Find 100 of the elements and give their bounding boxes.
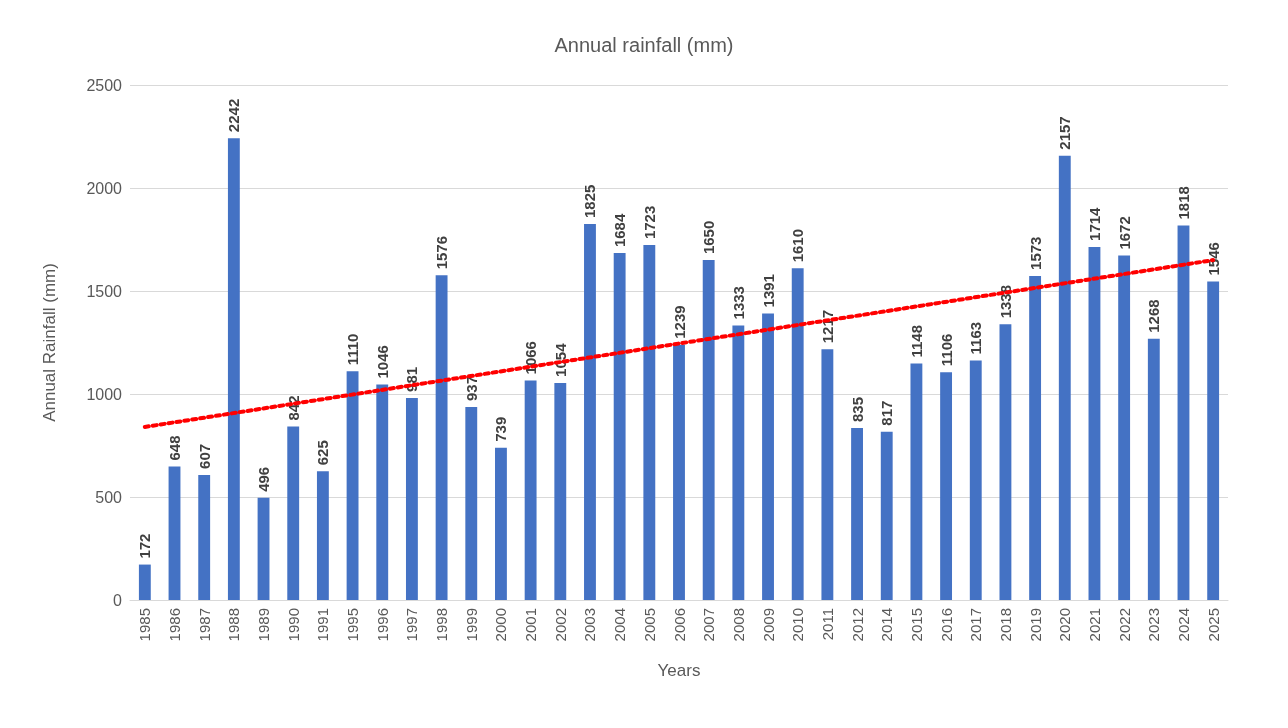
data-label: 1163 xyxy=(967,321,985,355)
bar xyxy=(613,253,626,600)
data-label: 1610 xyxy=(789,228,807,263)
y-tick-label: 1000 xyxy=(86,385,123,403)
bar xyxy=(821,349,834,600)
x-tick-label: 2011 xyxy=(818,608,836,641)
bar xyxy=(940,372,953,600)
y-tick-label: 0 xyxy=(113,591,123,609)
data-label: 607 xyxy=(195,443,213,469)
bar xyxy=(673,344,685,600)
x-tick-label: 2014 xyxy=(878,608,896,642)
x-tick-label: 1997 xyxy=(403,608,421,642)
bar xyxy=(1177,225,1190,600)
data-label: 739 xyxy=(492,416,510,442)
bar xyxy=(465,406,478,600)
x-tick-label: 2015 xyxy=(907,608,925,642)
x-tick-label: 2016 xyxy=(937,608,955,642)
data-label: 817 xyxy=(878,400,896,426)
x-tick-label: 2001 xyxy=(522,608,540,642)
x-tick-label: 2025 xyxy=(1204,608,1222,642)
data-label: 2242 xyxy=(225,98,243,133)
bar xyxy=(1088,246,1101,600)
data-label: 1066 xyxy=(522,341,540,375)
bar xyxy=(198,474,211,600)
data-label: 1576 xyxy=(433,235,451,270)
data-label: 1110 xyxy=(344,333,362,366)
data-label: 1239 xyxy=(670,305,688,339)
data-label: 172 xyxy=(136,533,154,559)
x-tick-label: 2004 xyxy=(611,608,629,642)
bar xyxy=(851,427,863,600)
bar xyxy=(702,260,715,600)
data-label: 1268 xyxy=(1145,299,1163,333)
data-label: 496 xyxy=(255,466,273,492)
data-label: 1391 xyxy=(759,274,777,308)
data-label: 835 xyxy=(848,396,866,422)
x-tick-label: 2020 xyxy=(1056,608,1074,642)
data-label: 1684 xyxy=(611,213,629,248)
data-label: 1825 xyxy=(581,184,599,219)
x-tick-label: 2005 xyxy=(640,608,658,642)
x-tick-label: 1985 xyxy=(136,608,154,642)
data-label: 1573 xyxy=(1026,236,1044,270)
x-tick-label: 2019 xyxy=(1026,608,1044,642)
bar xyxy=(732,325,745,600)
bar xyxy=(168,466,181,600)
data-label: 1723 xyxy=(640,205,658,240)
x-axis-title: Years xyxy=(657,661,701,680)
bar xyxy=(495,447,507,600)
y-tick-label: 2000 xyxy=(86,179,123,197)
bar xyxy=(910,363,923,600)
x-tick-label: 1989 xyxy=(255,608,273,642)
data-label: 1046 xyxy=(373,345,391,379)
bar xyxy=(138,564,151,600)
data-label: 937 xyxy=(462,375,480,401)
x-tick-label: 2006 xyxy=(670,608,688,642)
bar xyxy=(880,431,893,600)
x-tick-label: 2003 xyxy=(581,608,599,642)
bar xyxy=(1207,281,1220,600)
x-tick-label: 1987 xyxy=(195,608,213,642)
bar xyxy=(435,275,448,600)
data-label: 648 xyxy=(166,435,184,461)
x-tick-label: 1998 xyxy=(433,608,451,642)
bar xyxy=(524,380,537,600)
bar xyxy=(1118,255,1131,600)
bar xyxy=(584,224,596,600)
data-label: 1650 xyxy=(700,220,718,255)
bar xyxy=(1029,275,1042,600)
data-label: 1714 xyxy=(1085,206,1103,241)
bar xyxy=(1147,338,1160,600)
bar xyxy=(227,138,240,600)
data-label: 1672 xyxy=(1115,216,1133,250)
y-tick-label: 500 xyxy=(95,488,123,506)
data-label: 1818 xyxy=(1174,186,1192,220)
x-tick-label: 1999 xyxy=(462,608,480,642)
x-tick-label: 2021 xyxy=(1085,608,1103,642)
bar xyxy=(999,324,1012,600)
x-tick-label: 2017 xyxy=(967,608,985,642)
x-tick-label: 2018 xyxy=(996,608,1014,642)
data-label: 1546 xyxy=(1204,242,1222,276)
data-label: 625 xyxy=(314,440,332,466)
data-label: 1106 xyxy=(937,333,955,367)
x-tick-label: 2007 xyxy=(700,608,718,642)
x-tick-label: 2010 xyxy=(789,608,807,642)
bar xyxy=(405,397,418,600)
x-tick-label: 2012 xyxy=(848,608,866,642)
bar xyxy=(762,313,774,600)
x-tick-label: 2023 xyxy=(1145,608,1163,642)
x-tick-label: 1990 xyxy=(284,608,302,642)
x-tick-label: 2022 xyxy=(1115,608,1133,642)
x-tick-label: 1995 xyxy=(344,608,362,642)
x-tick-label: 1988 xyxy=(225,608,243,642)
x-tick-label: 2024 xyxy=(1174,608,1192,642)
bar xyxy=(376,384,389,600)
bar xyxy=(969,360,982,600)
y-axis-title: Annual Rainfall (mm) xyxy=(40,263,59,422)
chart-title: Annual rainfall (mm) xyxy=(554,34,734,56)
x-tick-label: 2002 xyxy=(551,608,569,642)
bar xyxy=(554,382,567,600)
bar xyxy=(643,245,656,600)
data-label: 1148 xyxy=(907,324,925,358)
x-tick-label: 2008 xyxy=(729,608,747,642)
